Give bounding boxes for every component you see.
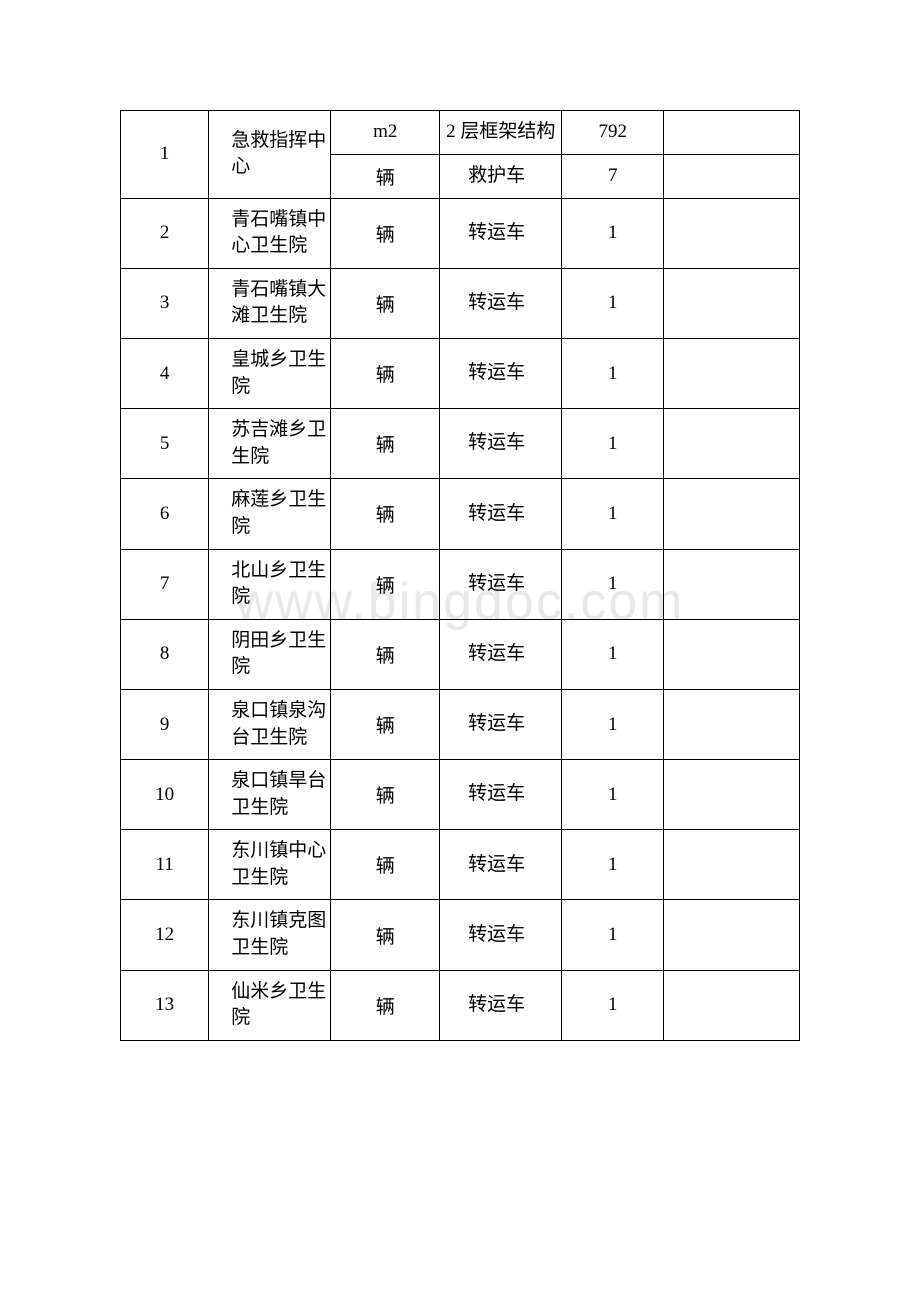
table-row: 5苏吉滩乡卫生院辆转运车1 xyxy=(121,409,800,479)
cell-num: 7 xyxy=(121,549,209,619)
cell-desc: 转运车 xyxy=(440,338,562,408)
cell-name: 东川镇中心卫生院 xyxy=(209,830,331,900)
table-row: 7北山乡卫生院辆转运车1 xyxy=(121,549,800,619)
cell-num: 2 xyxy=(121,198,209,268)
cell-unit: 辆 xyxy=(331,970,440,1040)
cell-remark xyxy=(664,111,800,155)
cell-unit: 辆 xyxy=(331,549,440,619)
table-row: 3青石嘴镇大滩卫生院辆转运车1 xyxy=(121,268,800,338)
cell-name: 泉口镇旱台卫生院 xyxy=(209,760,331,830)
cell-qty: 1 xyxy=(562,409,664,479)
cell-unit: m2 xyxy=(331,111,440,155)
cell-qty: 1 xyxy=(562,619,664,689)
cell-num: 3 xyxy=(121,268,209,338)
cell-unit: 辆 xyxy=(331,338,440,408)
cell-num: 6 xyxy=(121,479,209,549)
cell-qty: 1 xyxy=(562,760,664,830)
cell-desc: 转运车 xyxy=(440,409,562,479)
cell-num: 5 xyxy=(121,409,209,479)
cell-remark xyxy=(664,198,800,268)
cell-unit: 辆 xyxy=(331,479,440,549)
cell-qty: 1 xyxy=(562,549,664,619)
cell-name: 泉口镇泉沟台卫生院 xyxy=(209,689,331,759)
cell-remark xyxy=(664,689,800,759)
cell-desc: 转运车 xyxy=(440,479,562,549)
cell-name: 青石嘴镇中心卫生院 xyxy=(209,198,331,268)
cell-remark xyxy=(664,154,800,198)
cell-num: 9 xyxy=(121,689,209,759)
cell-unit: 辆 xyxy=(331,830,440,900)
cell-name: 急救指挥中心 xyxy=(209,111,331,199)
cell-num: 10 xyxy=(121,760,209,830)
table-row: 9泉口镇泉沟台卫生院辆转运车1 xyxy=(121,689,800,759)
cell-remark xyxy=(664,338,800,408)
cell-remark xyxy=(664,409,800,479)
cell-name: 阴田乡卫生院 xyxy=(209,619,331,689)
cell-unit: 辆 xyxy=(331,900,440,970)
cell-qty: 1 xyxy=(562,900,664,970)
cell-unit: 辆 xyxy=(331,689,440,759)
data-table: 1急救指挥中心m22 层框架结构792辆救护车72青石嘴镇中心卫生院辆转运车13… xyxy=(120,110,800,1041)
cell-desc: 转运车 xyxy=(440,268,562,338)
table-row: 11东川镇中心卫生院辆转运车1 xyxy=(121,830,800,900)
cell-remark xyxy=(664,830,800,900)
cell-qty: 1 xyxy=(562,198,664,268)
cell-name: 青石嘴镇大滩卫生院 xyxy=(209,268,331,338)
cell-remark xyxy=(664,619,800,689)
cell-desc: 转运车 xyxy=(440,760,562,830)
cell-remark xyxy=(664,549,800,619)
cell-qty: 1 xyxy=(562,479,664,549)
table-row: 12东川镇克图卫生院辆转运车1 xyxy=(121,900,800,970)
cell-desc: 救护车 xyxy=(440,154,562,198)
cell-unit: 辆 xyxy=(331,409,440,479)
cell-num: 1 xyxy=(121,111,209,199)
cell-desc: 转运车 xyxy=(440,900,562,970)
cell-unit: 辆 xyxy=(331,198,440,268)
cell-name: 仙米乡卫生院 xyxy=(209,970,331,1040)
cell-qty: 1 xyxy=(562,970,664,1040)
cell-qty: 1 xyxy=(562,338,664,408)
cell-desc: 转运车 xyxy=(440,970,562,1040)
cell-unit: 辆 xyxy=(331,619,440,689)
cell-name: 麻莲乡卫生院 xyxy=(209,479,331,549)
table-row: 13仙米乡卫生院辆转运车1 xyxy=(121,970,800,1040)
cell-num: 11 xyxy=(121,830,209,900)
cell-num: 13 xyxy=(121,970,209,1040)
cell-remark xyxy=(664,268,800,338)
cell-remark xyxy=(664,970,800,1040)
cell-qty: 1 xyxy=(562,689,664,759)
cell-name: 苏吉滩乡卫生院 xyxy=(209,409,331,479)
cell-unit: 辆 xyxy=(331,154,440,198)
cell-desc: 2 层框架结构 xyxy=(440,111,562,155)
table-row: 4皇城乡卫生院辆转运车1 xyxy=(121,338,800,408)
table-row: 6麻莲乡卫生院辆转运车1 xyxy=(121,479,800,549)
cell-remark xyxy=(664,760,800,830)
cell-desc: 转运车 xyxy=(440,549,562,619)
table-row: 1急救指挥中心m22 层框架结构792 xyxy=(121,111,800,155)
cell-desc: 转运车 xyxy=(440,689,562,759)
cell-name: 北山乡卫生院 xyxy=(209,549,331,619)
cell-num: 8 xyxy=(121,619,209,689)
cell-qty: 1 xyxy=(562,830,664,900)
cell-desc: 转运车 xyxy=(440,198,562,268)
cell-qty: 7 xyxy=(562,154,664,198)
cell-unit: 辆 xyxy=(331,760,440,830)
cell-remark xyxy=(664,900,800,970)
cell-qty: 792 xyxy=(562,111,664,155)
cell-desc: 转运车 xyxy=(440,619,562,689)
cell-name: 东川镇克图卫生院 xyxy=(209,900,331,970)
cell-remark xyxy=(664,479,800,549)
table-row: 2青石嘴镇中心卫生院辆转运车1 xyxy=(121,198,800,268)
table-row: 10泉口镇旱台卫生院辆转运车1 xyxy=(121,760,800,830)
table-row: 8阴田乡卫生院辆转运车1 xyxy=(121,619,800,689)
cell-num: 12 xyxy=(121,900,209,970)
cell-num: 4 xyxy=(121,338,209,408)
cell-desc: 转运车 xyxy=(440,830,562,900)
cell-qty: 1 xyxy=(562,268,664,338)
cell-unit: 辆 xyxy=(331,268,440,338)
table-wrapper: 1急救指挥中心m22 层框架结构792辆救护车72青石嘴镇中心卫生院辆转运车13… xyxy=(120,110,800,1041)
cell-name: 皇城乡卫生院 xyxy=(209,338,331,408)
